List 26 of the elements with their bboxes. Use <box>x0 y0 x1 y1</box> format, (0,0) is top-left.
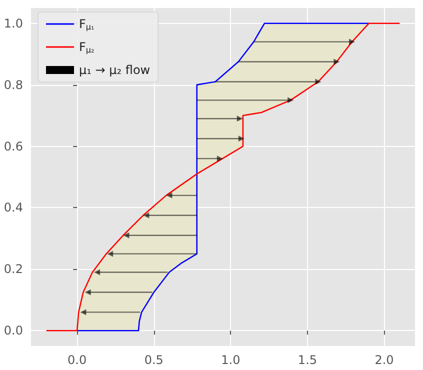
legend-label: μ₁ → μ₂ flow <box>79 63 150 77</box>
y-tick-label: 0.6 <box>4 139 23 154</box>
point <box>166 192 172 198</box>
x-tick-label: 1.0 <box>221 353 240 367</box>
point <box>236 116 243 122</box>
point <box>84 289 91 296</box>
y-tick-label: 1.0 <box>4 16 23 30</box>
y-tick-label: 0.0 <box>4 324 23 338</box>
point <box>123 232 130 238</box>
point <box>315 78 322 85</box>
point <box>216 156 223 162</box>
point <box>334 58 340 65</box>
point <box>94 269 100 276</box>
x-tick-label: 2.0 <box>374 353 394 367</box>
point <box>349 38 356 45</box>
x-tick-label: 0.5 <box>144 353 164 367</box>
x-tick-label: 0.0 <box>68 353 87 367</box>
point <box>288 97 294 104</box>
x-tick-label: 1.5 <box>298 353 318 367</box>
point <box>80 309 86 316</box>
y-tick-label: 0.4 <box>4 200 23 215</box>
y-tick-label: 0.8 <box>4 78 23 92</box>
point <box>107 250 114 257</box>
y-tick-label: 0.2 <box>4 262 23 276</box>
point <box>238 136 244 142</box>
point <box>143 212 150 218</box>
